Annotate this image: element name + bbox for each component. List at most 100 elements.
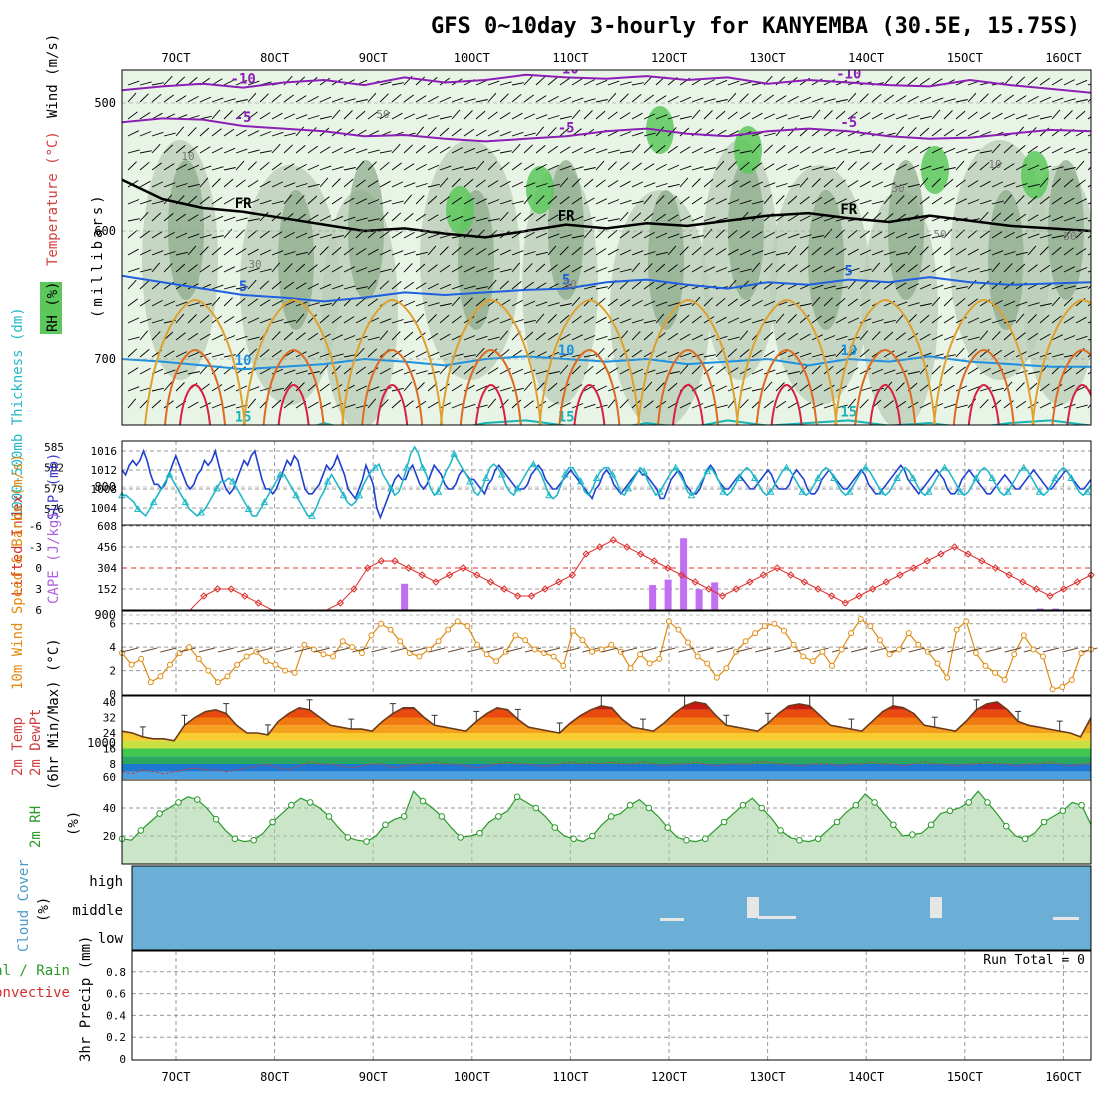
wind-barb-85 [175,95,187,103]
wind-barb-1327 [499,349,510,358]
wind-barb-1530 [991,387,1004,392]
wind-barb-991 [355,286,368,290]
wind-barb-537 [739,180,751,188]
li-point-33 [568,571,577,579]
wind-barb-1058 [187,302,200,307]
li-point-53 [841,599,850,607]
thickness-point-60 [355,491,364,499]
wind-barb-811 [139,249,152,256]
wind-barb-16 [319,77,331,86]
li-point-47 [759,571,768,579]
wind-barb-117 [559,96,572,103]
wind-barb-153 [991,93,1002,103]
wind-barb-719 [979,211,989,222]
temp2m-label: 2m Temp [10,717,26,776]
wind-barb-744 [307,233,320,239]
rh2m-point-12 [231,835,239,843]
wind-barb-1096 [643,300,656,307]
rh2m-point-8 [194,796,201,803]
wind-barb-30 [487,80,500,86]
wind-barb-498 [271,181,284,188]
wind-barb-1577 [583,403,596,409]
wind-barb-1233 [343,335,356,341]
wind-barb-1077 [415,301,428,307]
wind-barb-1212 [1063,316,1075,324]
wind-barb-1299 [163,350,175,358]
wind-barb-67 [931,78,943,86]
wind-barb-1549 [247,398,257,409]
temp-tick-16: 16 [103,743,116,756]
wind-barb-491 [187,183,200,188]
thickness-point-172 [798,487,807,495]
wind-barb-1062 [235,297,246,307]
wind-barb-598 [499,199,512,205]
wind-barb-1177 [643,319,656,324]
wind-barb-966 [1027,264,1038,273]
cloud-level-low: low [98,931,124,947]
wind-barb-1344 [703,354,716,358]
precip-tick-0: 0 [119,1053,126,1066]
wind-barb-431 [439,165,452,171]
wind-barb-472 [931,166,944,171]
wind-barb-1108 [787,302,800,307]
wind-barb-483 [1063,167,1076,171]
wind-barb-1068 [307,302,320,307]
thickness-point-100 [513,484,522,492]
x-tick-top-12OCT: 12OCT [651,51,687,65]
wind-barb-603 [559,196,570,205]
wind-barb-994 [391,281,402,290]
wind-barb-615 [703,197,715,205]
wind-barb-145 [895,95,907,103]
wind-barb-196 [535,114,548,120]
temp-band-7 [122,748,1091,757]
rh2m-point-96 [1021,835,1029,843]
wind-barb-458 [763,163,775,171]
cloud-cover-label: Cloud Cover [16,859,32,952]
wind-barb-979 [211,284,224,290]
wind-barb-429 [415,164,427,171]
wind-barb-80 [1087,83,1091,86]
wind-barb-935 [655,263,666,273]
wind10m-barb-60 [697,647,714,653]
wind-barb-1248 [523,331,534,341]
wind10m-point-88 [963,618,970,625]
wind-barb-1083 [487,298,498,307]
wind-barb-381 [811,147,823,154]
rh2m-point-100 [1059,807,1067,815]
wind-barb-101 [367,92,377,103]
wind-barb-901 [247,267,260,273]
wind-barb-1133 [1087,303,1091,307]
wind-barb-1440 [883,369,896,375]
wind-barb-789 [847,229,858,239]
wind-barb-765 [559,234,572,239]
wind-barb-79 [1075,79,1088,86]
wind-barb-215 [763,113,776,120]
wind-barb-573 [199,196,210,205]
wind-barb-1366 [967,348,978,358]
wind10m-point-80 [886,651,893,658]
wind-barb-394 [967,149,980,154]
wind-barb-946 [787,264,798,273]
wind-barb-574 [211,196,223,205]
pressure-label: (millibars) [90,192,106,318]
temp-tick-40: 40 [103,696,116,709]
wind-barb-959 [943,266,955,273]
wind-barb-608 [619,199,632,205]
wind-barb-993 [379,280,390,290]
wind-barb-875 [907,245,917,256]
wind-barb-1391 [295,370,308,375]
wind-barb-646 [1075,198,1087,205]
wind-barb-633 [919,196,930,205]
wind10m-point-41 [512,632,519,639]
temp2m-line [121,701,1092,742]
wind-barb-392 [943,147,956,154]
rh-core-0 [168,160,204,300]
chart-title: GFS 0~10day 3-hourly for KANYEMBA (30.5E… [431,14,1080,39]
wind-barb-228 [919,115,932,120]
wind-barb-1179 [667,314,677,324]
wind-barb-1562 [403,400,414,409]
wind-barb-173 [259,112,271,120]
wind-barb-866 [799,246,809,256]
wind10m-point-34 [445,626,452,633]
wind-barb-641 [1015,195,1025,205]
